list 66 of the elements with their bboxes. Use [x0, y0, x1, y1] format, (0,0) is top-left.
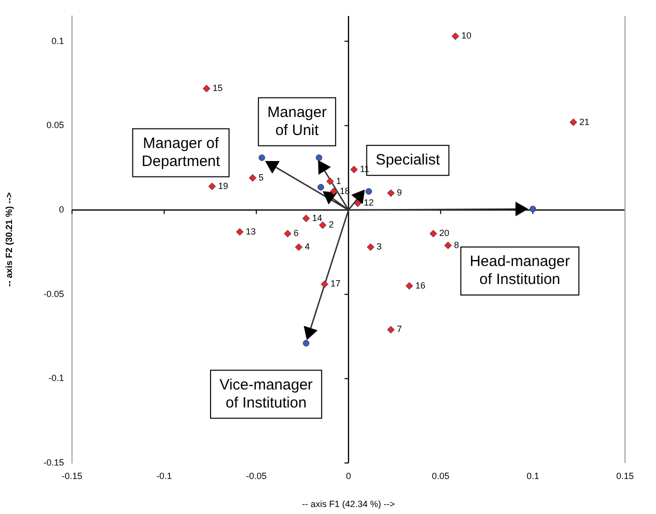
y-tick-label: 0.1 — [51, 36, 64, 46]
annotation: 7 — [396, 324, 402, 334]
x-tick-label: 0.15 — [616, 470, 634, 481]
y-tick-label: -0.15 — [43, 457, 64, 468]
annotation: 5 — [258, 172, 264, 182]
annotation: 4 — [304, 242, 310, 252]
annotation: 16 — [415, 280, 426, 290]
annotation: Specialist — [376, 152, 441, 169]
point — [350, 166, 358, 174]
point — [387, 189, 395, 197]
x-tick-label: 0.1 — [526, 470, 540, 481]
point — [330, 188, 338, 196]
annotation: 15 — [212, 83, 223, 94]
annotation: 20 — [439, 228, 450, 238]
annotation: 10 — [461, 30, 472, 41]
x-axis-title: -- axis F1 (42.34 %) --> — [302, 499, 395, 510]
x-tick-label: -0.05 — [246, 470, 267, 481]
point — [320, 280, 328, 288]
point — [387, 326, 395, 334]
point — [208, 182, 216, 190]
annotation: Vice-manager of Institution — [220, 376, 313, 412]
point — [326, 178, 334, 186]
point — [316, 154, 322, 161]
annotation: 6 — [294, 228, 299, 238]
annotation: 19 — [218, 180, 228, 191]
y-tick-label: -0.05 — [43, 288, 64, 299]
point — [302, 214, 310, 222]
x-tick-label: -0.15 — [62, 470, 82, 481]
point — [318, 221, 326, 229]
point — [248, 174, 256, 182]
point — [406, 282, 414, 290]
y-axis-title: -- axis F2 (30.21 %) --> — [4, 192, 14, 287]
point — [236, 228, 244, 236]
point — [366, 243, 374, 251]
point — [430, 230, 438, 238]
point — [302, 340, 310, 346]
annotation: 1 — [336, 176, 342, 186]
point — [530, 206, 536, 212]
y-tick-label: 0.05 — [46, 120, 64, 130]
annotation: 3 — [376, 242, 382, 252]
point — [258, 154, 266, 161]
annotation: 9 — [396, 188, 402, 198]
x-tick-label: -0.1 — [156, 470, 172, 481]
point — [570, 118, 578, 126]
annotation: 12 — [364, 198, 374, 208]
x-tick-label: 0.05 — [432, 470, 450, 481]
point — [202, 84, 210, 92]
point — [294, 243, 302, 251]
annotation: 21 — [579, 116, 590, 127]
point — [444, 242, 452, 250]
annotation: 2 — [328, 220, 334, 230]
point — [354, 199, 362, 207]
annotation: 13 — [246, 226, 256, 236]
annotation: 14 — [312, 212, 322, 223]
x-tick-label: 0 — [346, 470, 352, 481]
y-tick-label: -0.1 — [48, 373, 64, 384]
point — [284, 230, 292, 238]
annotation: Manager of Unit — [267, 104, 327, 139]
y-tick-label: 0 — [58, 204, 64, 214]
point — [452, 32, 460, 40]
annotation: 8 — [454, 240, 460, 250]
annotation: Manager of Department — [142, 134, 221, 170]
point — [366, 188, 372, 195]
point — [318, 184, 324, 190]
annotation: Head-manager of Institution — [470, 253, 570, 288]
annotation: 17 — [330, 278, 341, 289]
